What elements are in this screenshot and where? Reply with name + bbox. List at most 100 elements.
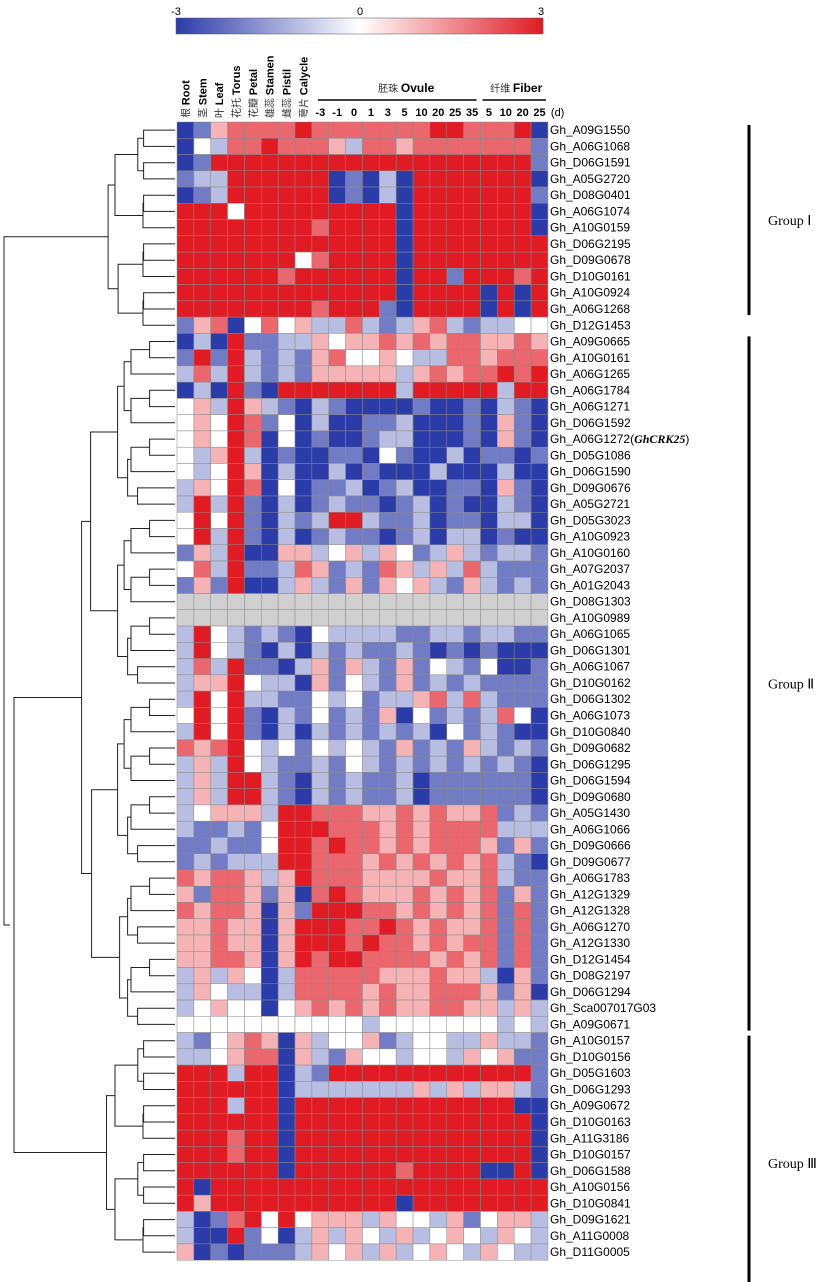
heatmap-cell [345, 1032, 363, 1050]
heatmap-cell [261, 1243, 279, 1261]
heatmap-cell [261, 284, 279, 302]
heatmap-cell [412, 934, 431, 952]
heatmap-cell [193, 479, 211, 497]
heatmap-cell [244, 186, 262, 204]
heatmap-cell [497, 1243, 515, 1261]
heatmap-cell [277, 203, 296, 220]
heatmap-cell [463, 170, 481, 188]
heatmap-cell [294, 951, 313, 968]
heatmap-cell [210, 479, 228, 497]
dendrogram-branch [130, 804, 175, 830]
heatmap-cell [277, 804, 296, 822]
group-label: Group Ⅰ [768, 214, 811, 229]
gene-label: Gh_D09G0682 [550, 741, 631, 755]
heatmap-cell [311, 251, 329, 269]
fiber-day-label: 25 [533, 107, 545, 119]
heatmap-cell [530, 560, 549, 578]
heatmap-cell [530, 446, 549, 464]
heatmap-cell [412, 349, 431, 367]
gene-label: Gh_A12G1329 [550, 887, 630, 901]
heatmap-cell [530, 1178, 549, 1196]
heatmap-cell [480, 625, 498, 643]
heatmap-cell [227, 333, 245, 350]
heatmap-cell [294, 235, 313, 253]
heatmap-cell [513, 495, 532, 513]
heatmap-cell [210, 804, 228, 822]
dendrogram-branch [149, 877, 175, 895]
heatmap-cell [193, 918, 211, 936]
heatmap-cell [530, 1243, 549, 1261]
heatmap-cell [345, 268, 363, 285]
heatmap-cell [497, 609, 515, 627]
heatmap-cell [362, 154, 380, 172]
heatmap-cell [463, 853, 481, 871]
heatmap-cell [294, 300, 313, 318]
heatmap-cell [244, 934, 262, 952]
heatmap-cell [429, 772, 448, 789]
heatmap-cell [379, 983, 397, 1001]
heatmap-cell [244, 381, 262, 399]
heatmap-cell [210, 300, 228, 318]
heatmap-cell [480, 642, 498, 659]
heatmap-cell [497, 1113, 515, 1131]
heatmap-cell [294, 902, 313, 919]
heatmap-cell [429, 186, 448, 204]
gene-label: Gh_D05G1086 [550, 448, 631, 462]
heatmap-cell [513, 837, 532, 854]
heatmap-cell [513, 544, 532, 562]
gene-label: Gh_D10G0157 [550, 1148, 631, 1162]
heatmap-cell [345, 820, 363, 838]
dendrogram-branch [127, 637, 138, 676]
heatmap-cell [480, 1064, 498, 1082]
heatmap-cell [497, 625, 515, 643]
heatmap-cell [446, 885, 464, 903]
heatmap-cell [193, 365, 211, 383]
heatmap-cell [193, 1064, 211, 1082]
heatmap-cell [193, 739, 211, 757]
heatmap-cell [328, 381, 346, 399]
dendrogram-branch [123, 540, 131, 590]
heatmap-cell [530, 658, 549, 676]
heatmap-cell [530, 1211, 549, 1228]
heatmap-cell [429, 1243, 448, 1261]
heatmap-cell [328, 983, 346, 1001]
heatmap-cell [530, 1081, 549, 1098]
gene-label: Gh_A06G1268 [550, 302, 630, 316]
heatmap-cell [497, 1211, 515, 1228]
heatmap-cell [328, 121, 346, 139]
dendrogram-branch [117, 385, 128, 479]
heatmap-cell [395, 577, 414, 594]
heatmap-cell [463, 430, 481, 448]
heatmap-cell [480, 983, 498, 1001]
heatmap-cell [294, 251, 313, 269]
heatmap-cell [513, 1162, 532, 1180]
gene-label: Gh_A06G1073 [550, 709, 630, 723]
heatmap-cell [227, 642, 245, 659]
heatmap-cell [463, 381, 481, 399]
heatmap-cell [463, 300, 481, 318]
heatmap-cell [244, 690, 262, 708]
ovule-day-label: 20 [432, 107, 444, 119]
heatmap-cell [395, 1243, 414, 1261]
heatmap-cell [362, 544, 380, 562]
heatmap-cell [244, 398, 262, 415]
heatmap-cell [277, 1048, 296, 1066]
heatmap-cell [395, 755, 414, 773]
heatmap-cell [379, 251, 397, 269]
heatmap-cell [530, 755, 549, 773]
heatmap-cell [480, 690, 498, 708]
heatmap-cell [176, 642, 195, 659]
heatmap-cell [362, 951, 380, 968]
heatmap-cell [261, 804, 279, 822]
heatmap-cell [345, 1048, 363, 1066]
heatmap-cell [480, 446, 498, 464]
heatmap-cell [244, 528, 262, 546]
heatmap-cell [463, 365, 481, 383]
heatmap-cell [530, 316, 549, 334]
heatmap-cell [379, 479, 397, 497]
heatmap-cell [362, 235, 380, 253]
ovule-day-label: 5 [402, 107, 408, 119]
heatmap-cell [176, 121, 195, 139]
dendrogram-branch [107, 184, 119, 290]
heatmap-cell [294, 316, 313, 334]
